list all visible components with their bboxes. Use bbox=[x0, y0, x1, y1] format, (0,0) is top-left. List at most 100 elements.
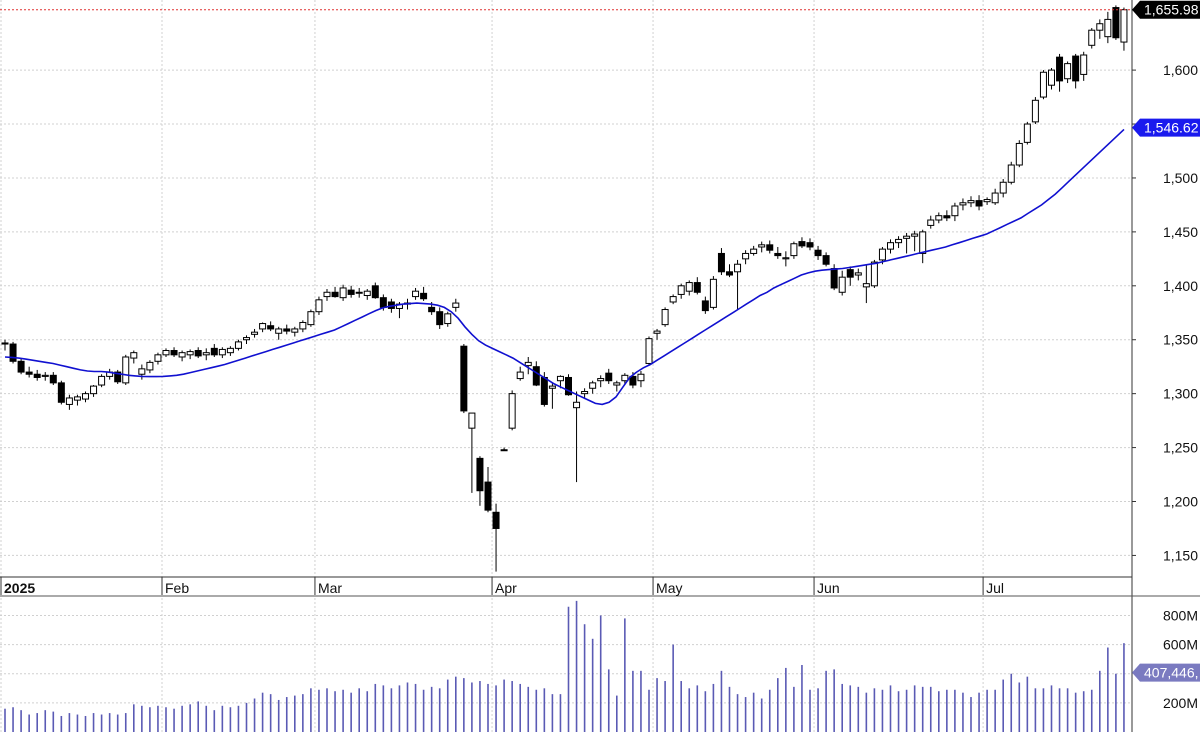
candle-body bbox=[766, 244, 774, 251]
candle bbox=[106, 368, 114, 380]
candle-body bbox=[895, 238, 903, 244]
candle bbox=[371, 282, 379, 299]
candle bbox=[548, 382, 556, 409]
candle-body bbox=[1015, 142, 1023, 166]
date-tick-label: Jun bbox=[817, 580, 840, 596]
candle bbox=[444, 311, 452, 327]
candle-body bbox=[371, 285, 379, 299]
candle-body bbox=[1039, 71, 1047, 98]
candle-body bbox=[669, 296, 677, 303]
candle-body bbox=[1072, 55, 1080, 82]
candle bbox=[17, 358, 25, 375]
volume-value-badge-shape bbox=[1132, 663, 1200, 682]
candle bbox=[685, 280, 693, 296]
candle-body bbox=[460, 345, 468, 412]
candle-body bbox=[750, 248, 758, 254]
candle-body bbox=[154, 354, 162, 362]
candle bbox=[1007, 161, 1015, 185]
candle-body bbox=[428, 306, 436, 313]
candle-body bbox=[73, 396, 81, 401]
candle bbox=[645, 336, 653, 366]
candle-body bbox=[991, 192, 999, 204]
date-tick-label: Mar bbox=[318, 580, 342, 596]
candle bbox=[661, 307, 669, 327]
candle-body bbox=[1007, 164, 1015, 183]
candle-body bbox=[806, 242, 814, 248]
candle-body bbox=[82, 393, 89, 400]
candle-body bbox=[782, 257, 790, 260]
candle bbox=[1015, 140, 1023, 168]
candle bbox=[967, 196, 975, 208]
candle-body bbox=[637, 373, 645, 382]
candle bbox=[33, 369, 41, 381]
candle-body bbox=[202, 352, 210, 356]
candle bbox=[983, 197, 991, 205]
candle bbox=[25, 366, 33, 378]
date-tick-label: May bbox=[656, 580, 682, 596]
candle-body bbox=[484, 481, 492, 511]
candle-body bbox=[734, 263, 742, 273]
candle bbox=[887, 239, 894, 254]
candle bbox=[701, 296, 709, 314]
candle bbox=[1064, 61, 1072, 84]
candle-body bbox=[653, 330, 661, 334]
candle bbox=[951, 202, 959, 222]
candle bbox=[846, 266, 854, 286]
date-tick-label: 2025 bbox=[4, 580, 35, 596]
candle-body bbox=[315, 299, 323, 313]
candle-body bbox=[130, 352, 138, 359]
candle-body bbox=[887, 242, 894, 250]
price-tick-label: 1,500 bbox=[1163, 170, 1198, 186]
candle bbox=[114, 369, 122, 384]
candle-body bbox=[339, 287, 347, 299]
candle-body bbox=[597, 378, 605, 382]
candle bbox=[717, 248, 725, 276]
candle-body bbox=[468, 412, 476, 429]
candle-body bbox=[234, 341, 242, 349]
price-tick-label: 1,200 bbox=[1163, 494, 1198, 510]
candle-body bbox=[581, 390, 589, 395]
date-tick-label: Apr bbox=[495, 580, 517, 596]
candle bbox=[267, 321, 275, 332]
candle-body bbox=[854, 272, 862, 276]
candle-body bbox=[943, 215, 951, 219]
candle bbox=[798, 237, 806, 249]
candle bbox=[814, 245, 822, 260]
candle-body bbox=[25, 371, 33, 375]
candle-body bbox=[1048, 69, 1055, 86]
candle bbox=[202, 348, 210, 361]
candle-body bbox=[717, 252, 725, 273]
candle bbox=[57, 380, 65, 405]
candle bbox=[999, 179, 1007, 198]
candle bbox=[162, 348, 170, 357]
candle-body bbox=[556, 375, 564, 382]
candle bbox=[806, 238, 814, 251]
candle-body bbox=[540, 376, 548, 405]
candle bbox=[669, 294, 677, 305]
candle-body bbox=[927, 219, 935, 226]
candle-body bbox=[138, 368, 146, 375]
candle bbox=[911, 230, 919, 252]
candle-body bbox=[259, 323, 267, 330]
candle-body bbox=[1064, 63, 1072, 80]
candle-body bbox=[532, 366, 540, 386]
date-tick-label: Jul bbox=[986, 580, 1004, 596]
candle-body bbox=[548, 385, 556, 389]
date-tick-label: Feb bbox=[165, 580, 189, 596]
candle bbox=[597, 375, 605, 388]
candle-body bbox=[33, 373, 41, 378]
candle-body bbox=[452, 302, 460, 308]
candle-body bbox=[524, 361, 532, 367]
candle-body bbox=[1096, 23, 1104, 31]
candle-body bbox=[500, 449, 508, 452]
candle bbox=[259, 322, 267, 333]
candle-body bbox=[508, 393, 516, 429]
candle bbox=[194, 347, 202, 359]
candle bbox=[315, 296, 323, 315]
candle-body bbox=[709, 278, 717, 308]
candle-body bbox=[919, 231, 927, 254]
candle bbox=[436, 307, 444, 329]
volume-value-badge-label: 407,446, bbox=[1144, 665, 1199, 681]
candle-body bbox=[243, 337, 250, 341]
